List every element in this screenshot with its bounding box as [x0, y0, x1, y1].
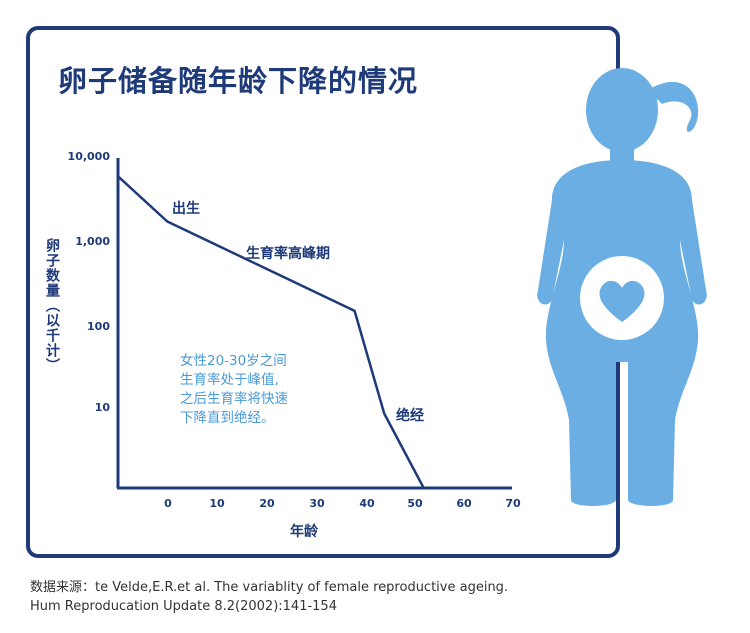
y-axis-label: 卵子数量（以千计） — [44, 238, 60, 373]
x-tick-label: 20 — [259, 497, 275, 510]
chart-frame — [26, 26, 620, 558]
note-line: 下降直到绝经。 — [180, 410, 275, 426]
x-tick-label: 0 — [164, 497, 172, 510]
annotation-fertility-peak: 生育率高峰期 — [246, 246, 330, 262]
woman-silhouette-icon — [537, 68, 707, 506]
source-citation: 数据来源：te Velde,E.R.et al. The variablity … — [30, 578, 508, 616]
x-tick-label: 70 — [505, 497, 521, 510]
annotation-birth: 出生 — [172, 201, 200, 217]
source-line: 数据来源：te Velde,E.R.et al. The variablity … — [30, 580, 509, 595]
x-tick-label: 30 — [309, 497, 325, 510]
y-tick-label: 10 — [94, 401, 110, 414]
note-line: 女性20-30岁之间 — [180, 353, 287, 369]
x-tick-label: 60 — [456, 497, 472, 510]
heart-icon — [599, 280, 645, 322]
egg-reserve-line — [117, 175, 425, 489]
fertility-note: 女性20-30岁之间 生育率处于峰值, 之后生育率将快速 下降直到绝经。 — [180, 352, 288, 428]
x-tick-label: 40 — [359, 497, 375, 510]
chart-title: 卵子储备随年龄下降的情况 — [58, 64, 419, 98]
annotation-menopause: 绝经 — [396, 408, 424, 424]
source-line: Hum Reproducation Update 8.2(2002):141-1… — [30, 599, 337, 614]
y-tick-label: 100 — [87, 320, 110, 333]
y-tick-label: 10,000 — [67, 150, 110, 163]
x-axis-label: 年龄 — [290, 524, 318, 540]
note-line: 生育率处于峰值, — [180, 372, 279, 388]
note-line: 之后生育率将快速 — [180, 391, 288, 407]
x-tick-label: 10 — [209, 497, 225, 510]
y-tick-label: 1,000 — [75, 235, 110, 248]
x-tick-label: 50 — [407, 497, 423, 510]
